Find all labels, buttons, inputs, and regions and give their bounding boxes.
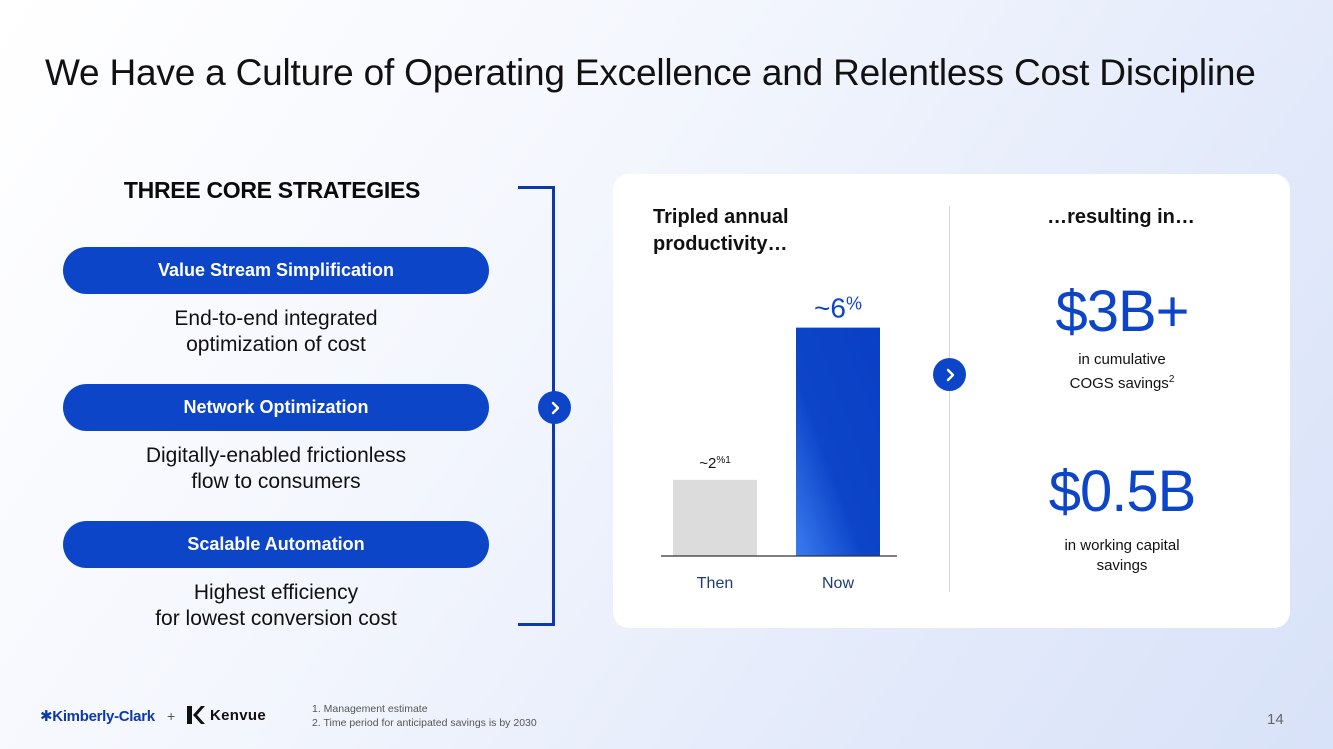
desc-line: flow to consumers [191, 470, 361, 493]
productivity-bar-chart: ~2%1 Then ~6% Now [661, 293, 897, 592]
bar-then [673, 479, 757, 556]
results-card: Tripled annual productivity… ~2%1 Then ~6%… [613, 174, 1290, 628]
metric-cogs-savings-caption: in cumulative COGS savings2 [1002, 350, 1242, 394]
kimberly-clark-logo: ✱Kimberly-Clark [40, 707, 155, 725]
logo-plus: + [167, 708, 176, 724]
chevron-right-button[interactable] [933, 358, 966, 391]
category-label-now: Now [822, 575, 854, 592]
strategy-desc-automation: Highest efficiency for lowest conversion… [63, 580, 489, 632]
desc-line: optimization of cost [186, 333, 366, 356]
results-heading: …resulting in… [1047, 206, 1195, 228]
desc-line: Digitally-enabled frictionless [145, 444, 407, 467]
category-label-then: Then [697, 575, 733, 592]
metric-working-capital-caption: in working capital savings [1002, 536, 1242, 576]
strategy-pill-automation[interactable]: Scalable Automation [63, 521, 489, 568]
strategy-desc-value-stream: End-to-end integrated optimization of co… [63, 306, 489, 358]
metric-cogs-savings-value: $3B+ [1055, 279, 1189, 344]
footnotes: 1. Management estimate 2. Time period fo… [312, 702, 537, 730]
caption-line: in cumulative [1078, 351, 1166, 368]
asterisk-icon: ✱ [40, 708, 53, 725]
slide-title: We Have a Culture of Operating Excellenc… [45, 52, 1256, 93]
bar-now [796, 327, 880, 556]
page-number: 14 [1267, 711, 1284, 728]
heading-line: productivity… [653, 233, 788, 255]
kenvue-k-icon [187, 706, 205, 724]
caption-line: in working capital [1064, 537, 1180, 554]
strategy-pill-network[interactable]: Network Optimization [63, 384, 489, 431]
productivity-heading: Tripled annual productivity… [653, 204, 789, 258]
desc-line: End-to-end integrated [174, 307, 378, 330]
footnote-marker: 2 [1168, 374, 1175, 385]
footnote: 2. Time period for anticipated savings i… [312, 717, 537, 729]
strategy-desc-network: Digitally-enabled frictionless flow to c… [63, 443, 489, 495]
chevron-right-icon [551, 401, 559, 414]
data-label-now: ~6% [814, 293, 862, 324]
data-label-then: ~2%1 [699, 455, 731, 472]
desc-line: for lowest conversion cost [155, 607, 397, 630]
strategies-heading: THREE CORE STRATEGIES [123, 177, 421, 203]
chevron-right-icon [946, 368, 954, 381]
heading-line: Tripled annual [653, 206, 789, 228]
footnote: 1. Management estimate [312, 703, 428, 715]
kenvue-logo-text: Kenvue [210, 707, 266, 724]
desc-line: Highest efficiency [193, 581, 359, 604]
caption-text: COGS savings [1069, 375, 1169, 392]
card-divider [949, 206, 950, 592]
strategy-pill-value-stream[interactable]: Value Stream Simplification [63, 247, 489, 294]
caption-line: COGS savings2 [1002, 370, 1242, 394]
caption-line: savings [1096, 557, 1148, 574]
logo-text: Kimberly-Clark [52, 708, 155, 725]
metric-working-capital-value: $0.5B [1048, 459, 1197, 524]
chevron-right-button[interactable] [538, 391, 571, 424]
